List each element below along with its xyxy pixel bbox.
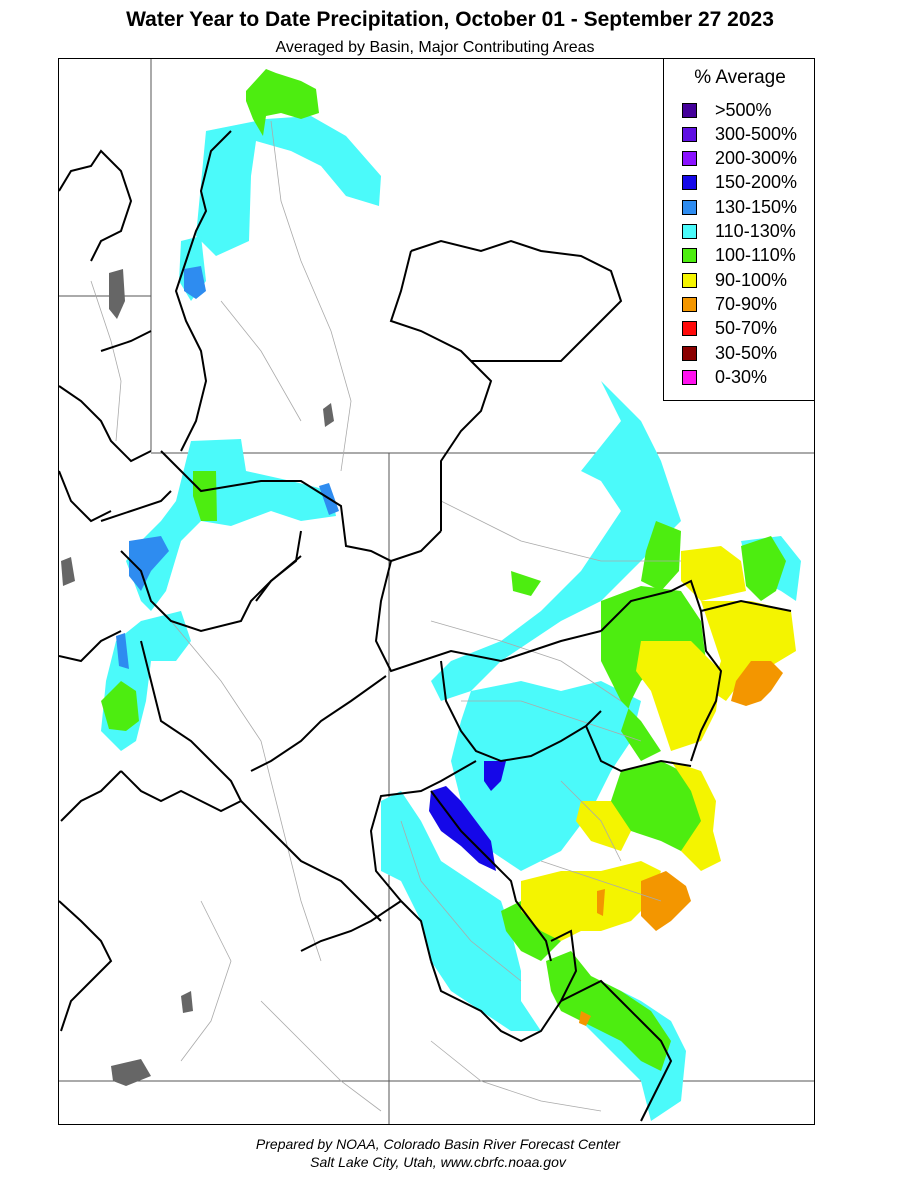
legend-swatch [682,248,697,264]
legend-label: >500% [715,99,772,120]
legend-label: 50-70% [715,318,778,339]
basin-map-svg [59,59,814,1124]
legend-item: 0-30% [682,366,767,388]
legend-swatch [682,175,697,191]
legend-item: 130-150% [682,196,797,218]
legend-label: 300-500% [715,123,798,144]
footer-url: Salt Lake City, Utah, www.cbrfc.noaa.gov [310,1154,566,1170]
map-title: Water Year to Date Precipitation, Octobe… [126,8,774,31]
legend-label: 200-300% [715,148,798,169]
legend-swatch [682,321,697,337]
legend-item: 50-70% [682,318,777,340]
legend-swatch [682,151,697,167]
legend-item: 200-300% [682,148,797,170]
lakes [61,269,334,1086]
state-boundaries [59,59,814,1124]
legend-swatch [682,102,697,118]
legend-swatch [682,345,697,361]
precip-100-110 [101,69,786,1071]
legend-item: 70-90% [682,293,777,315]
legend-item: 300-500% [682,123,797,145]
legend-label: 70-90% [715,293,778,314]
precip-70-90 [579,661,783,1026]
legend-title: % Average [694,67,786,88]
basin-boundaries [59,130,792,1122]
legend-item: 100-110% [682,245,796,267]
legend-label: 110-130% [715,221,796,241]
precip-90-100 [521,546,796,941]
legend-item: >500% [682,99,772,121]
legend-swatch [682,199,697,215]
legend-swatch [682,126,697,142]
legend-swatch [682,369,697,385]
legend-swatch [682,272,697,288]
legend-label: 150-200% [715,172,798,193]
legend-item: 110-130% [682,221,796,243]
legend-item: 90-100% [682,269,787,291]
map-subtitle: Averaged by Basin, Major Contributing Ar… [275,39,595,56]
precip-110-130 [101,116,801,1121]
legend-label: 30-50% [715,342,778,363]
legend-label: 90-100% [715,269,788,290]
legend-item: 30-50% [682,342,777,364]
precip-130-150 [116,266,339,669]
legend-label: 100-110% [715,245,796,266]
legend-item: 150-200% [682,172,797,194]
footer-credit: Prepared by NOAA, Colorado Basin River F… [255,1136,621,1152]
legend-swatch [682,296,697,312]
legend-label: 0-30% [715,366,768,387]
rivers [90,120,681,1112]
legend-label: 130-150% [715,196,798,217]
legend-swatch [682,224,697,239]
legend: % Average >500% 300-500% 200-300% 150-200% 1… [663,58,815,401]
